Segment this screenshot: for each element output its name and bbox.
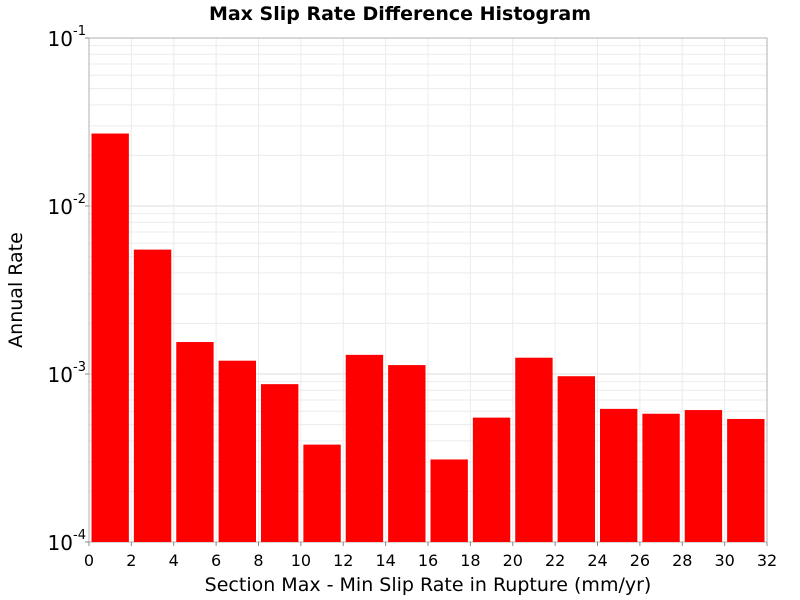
- histogram-bar: [515, 357, 553, 542]
- histogram-bar: [133, 249, 172, 542]
- histogram-bar: [303, 444, 341, 542]
- histogram-bar: [261, 384, 299, 542]
- x-tick-label: 6: [211, 551, 221, 570]
- y-tick-label: 10: [48, 363, 73, 387]
- histogram-bar: [600, 408, 638, 542]
- x-tick-label: 16: [418, 551, 438, 570]
- histogram-bar: [218, 360, 256, 542]
- y-tick-exponent: -4: [73, 528, 86, 543]
- x-tick-label: 14: [375, 551, 395, 570]
- histogram-bar: [472, 417, 511, 542]
- x-tick-label: 10: [291, 551, 311, 570]
- y-tick-label: 10: [48, 531, 73, 555]
- histogram-bar: [642, 413, 680, 542]
- x-tick-label: 2: [126, 551, 136, 570]
- histogram-bar: [430, 459, 468, 542]
- x-tick-label: 18: [460, 551, 480, 570]
- x-tick-label: 4: [169, 551, 179, 570]
- x-tick-label: 20: [503, 551, 523, 570]
- x-tick-label: 24: [587, 551, 607, 570]
- histogram-bar: [388, 365, 426, 542]
- x-tick-label: 22: [545, 551, 565, 570]
- histogram-bar: [176, 342, 214, 542]
- chart-title: Max Slip Rate Difference Histogram: [209, 3, 591, 25]
- y-tick-label: 10: [48, 195, 73, 219]
- y-axis-title: Annual Rate: [5, 232, 27, 348]
- x-tick-label: 28: [672, 551, 692, 570]
- x-axis-ticks: 0 2 4 6 8 10 12 14 16 18 20 22 24 26 28 30 32: [84, 542, 777, 570]
- histogram-bar: [557, 376, 595, 542]
- x-tick-label: 30: [714, 551, 734, 570]
- histogram-bar: [345, 354, 384, 542]
- y-tick-exponent: -3: [73, 360, 86, 375]
- x-tick-label: 32: [757, 551, 777, 570]
- y-tick-label: 10: [48, 27, 73, 51]
- x-tick-label: 0: [84, 551, 94, 570]
- x-tick-label: 12: [333, 551, 353, 570]
- x-tick-label: 8: [253, 551, 263, 570]
- histogram-bar: [91, 133, 129, 542]
- y-tick-exponent: -2: [73, 192, 86, 207]
- bars: [91, 133, 765, 542]
- histogram-bar: [727, 418, 765, 542]
- x-tick-label: 26: [630, 551, 650, 570]
- y-tick-exponent: -1: [73, 24, 86, 39]
- histogram-bar: [684, 410, 723, 542]
- y-axis-ticks: 10-110-210-310-4: [48, 24, 89, 555]
- x-axis-title: Section Max - Min Slip Rate in Rupture (…: [205, 574, 652, 596]
